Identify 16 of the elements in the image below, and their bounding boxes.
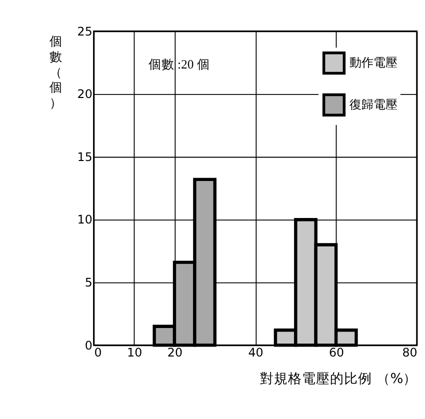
annotation: 個數 :20 個 xyxy=(148,58,210,72)
y-tick-label: 10 xyxy=(77,212,92,227)
x-tick-label: 40 xyxy=(248,346,264,360)
y-axis-title: 個數（個） xyxy=(49,34,62,112)
x-axis-title: 對規格電壓的比例 （%） xyxy=(260,370,418,387)
y-tick-label: 5 xyxy=(84,275,92,290)
y-tick-label: 25 xyxy=(77,24,92,38)
y-tick-label: 15 xyxy=(77,150,92,164)
legend-label: 動作電壓 xyxy=(349,56,398,70)
y-tick-label: 20 xyxy=(77,87,92,102)
x-tick-label: 10 xyxy=(127,346,142,360)
x-tick-label: 60 xyxy=(328,346,344,360)
legend-label: 復歸電壓 xyxy=(349,98,398,112)
x-tick-label: 80 xyxy=(402,346,418,360)
x-tick-label: 0 xyxy=(94,346,102,360)
x-tick-label: 20 xyxy=(167,346,182,360)
